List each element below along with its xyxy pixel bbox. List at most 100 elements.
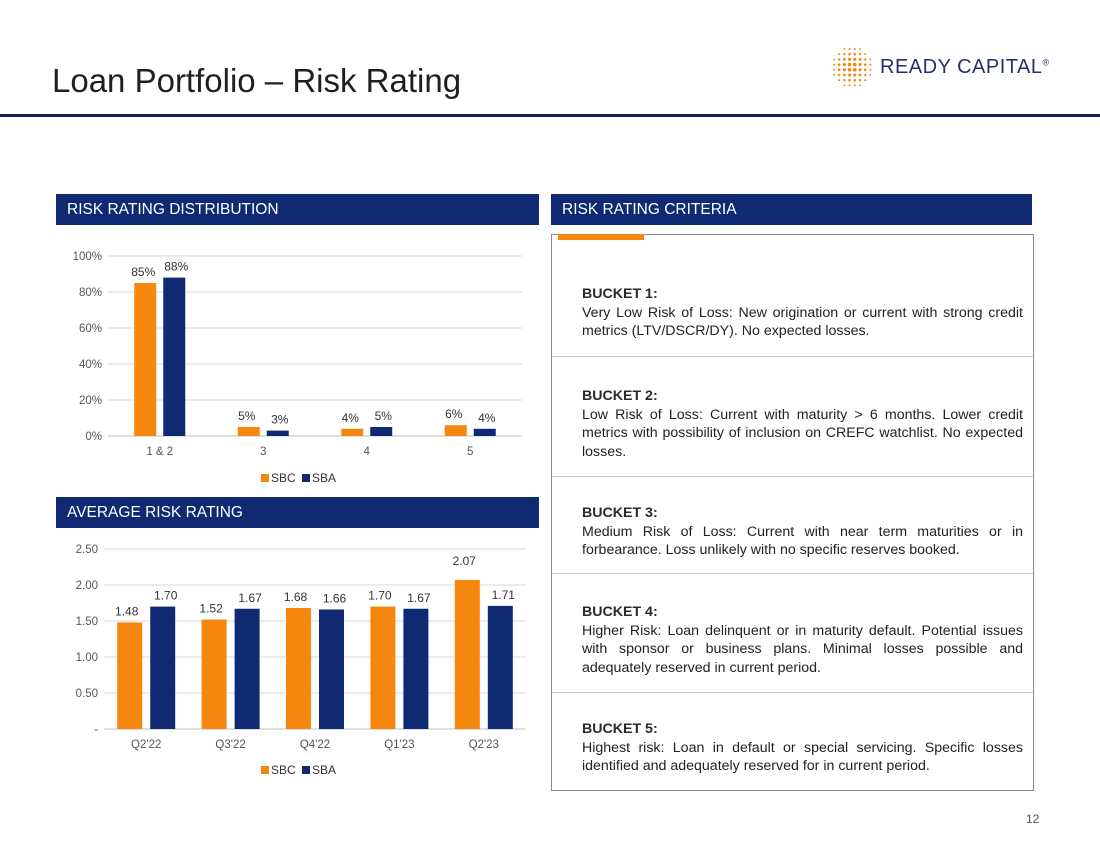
- logo-dot: [848, 47, 851, 51]
- bar-sba: [403, 608, 429, 729]
- data-label: 5%: [238, 409, 256, 423]
- bucket-4: BUCKET 4: Higher Risk: Loan delinquent o…: [582, 603, 1023, 677]
- bucket-3-text: Medium Risk of Loss: Current with near t…: [582, 523, 1023, 559]
- legend-label-sbc: SBC: [271, 763, 296, 777]
- logo-dot: [859, 84, 861, 87]
- legend-swatch-sba: [302, 474, 310, 482]
- logo-dot: [864, 73, 867, 77]
- logo-dot: [858, 79, 862, 82]
- bar-sbc: [134, 283, 157, 436]
- data-label: 4%: [342, 411, 360, 425]
- bucket-divider: [552, 476, 1033, 477]
- logo-dot: [853, 78, 857, 82]
- y-tick-label: 2.50: [76, 544, 98, 556]
- logo-dot: [842, 57, 846, 61]
- average-risk-chart: - 0.50 1.00 1.50 2.00 2.50 1.48 1.70 Q2'22 1.52 1.…: [76, 544, 526, 777]
- logo-dot: [863, 68, 867, 72]
- logo-dot: [858, 57, 862, 61]
- data-label: 1.52: [199, 602, 223, 616]
- logo-dot: [847, 62, 852, 67]
- x-tick-label: 1 & 2: [146, 446, 173, 458]
- data-label: 3%: [271, 413, 289, 427]
- y-tick-label: 0%: [85, 431, 102, 443]
- bar-sbc: [454, 579, 480, 729]
- data-label: 1.68: [284, 590, 308, 604]
- page-number: 12: [1026, 812, 1040, 826]
- logo-dot: [848, 57, 852, 61]
- logo-dot: [847, 67, 852, 72]
- logo-dot: [843, 53, 846, 56]
- y-tick-label: 0.50: [76, 688, 98, 700]
- bucket-5-title: BUCKET 5:: [582, 721, 658, 737]
- data-label: 1.48: [115, 604, 139, 618]
- data-label: 2.07: [453, 554, 477, 568]
- x-tick-label: Q2'22: [131, 739, 161, 751]
- y-tick-label: 60%: [79, 323, 102, 335]
- x-tick-label: 5: [467, 446, 473, 458]
- logo-dot: [864, 53, 867, 56]
- data-label: 6%: [445, 407, 463, 421]
- logo-dot: [833, 74, 835, 76]
- legend-swatch-sba: [302, 766, 310, 774]
- logo-dot: [838, 53, 841, 56]
- y-tick-label: 2.00: [76, 580, 98, 592]
- bar-sbc: [117, 622, 143, 729]
- y-tick-label: 100%: [73, 251, 102, 263]
- logo-dot: [843, 79, 846, 82]
- y-tick-label: 1.00: [76, 652, 98, 664]
- logo-dot: [848, 84, 851, 87]
- logo-dot: [832, 68, 836, 71]
- logo-dot: [842, 68, 846, 72]
- y-tick-label: 20%: [79, 395, 102, 407]
- y-tick-label: 40%: [79, 359, 102, 371]
- bar-sba: [487, 605, 513, 729]
- legend-swatch-sbc: [261, 474, 269, 482]
- bar-sbc: [370, 606, 396, 729]
- data-label: 1.67: [407, 591, 431, 605]
- logo-dot: [864, 79, 867, 82]
- brand-name: READY CAPITAL®: [880, 56, 1050, 78]
- bar-sba: [150, 606, 176, 729]
- y-tick-label: 80%: [79, 287, 102, 299]
- title-divider: [0, 114, 1100, 117]
- logo-dot: [842, 63, 846, 67]
- bucket-1-text: Very Low Risk of Loss: New origination o…: [582, 304, 1023, 340]
- criteria-panel: BUCKET 1: Very Low Risk of Loss: New ori…: [551, 234, 1034, 791]
- logo-dot: [869, 68, 872, 71]
- bucket-1: BUCKET 1: Very Low Risk of Loss: New ori…: [582, 285, 1023, 341]
- bar-sbc: [341, 428, 364, 436]
- logo-dot: [848, 52, 851, 56]
- logo-dot: [853, 73, 857, 77]
- logo-dot: [858, 53, 862, 56]
- logo-dot: [858, 63, 862, 67]
- bucket-5: BUCKET 5: Highest risk: Loan in default …: [582, 720, 1023, 776]
- criteria-accent-bar: [558, 234, 644, 240]
- bucket-2-text: Low Risk of Loss: Current with maturity …: [582, 406, 1023, 460]
- legend-swatch-sbc: [261, 766, 269, 774]
- average-header: AVERAGE RISK RATING: [56, 497, 539, 528]
- bucket-2: BUCKET 2: Low Risk of Loss: Current with…: [582, 387, 1023, 461]
- bucket-3: BUCKET 3: Medium Risk of Loss: Current w…: [582, 504, 1023, 560]
- logo-dot: [853, 52, 857, 56]
- logo-dot: [833, 58, 835, 61]
- y-tick-label: -: [94, 724, 98, 736]
- x-tick-label: 4: [364, 446, 371, 458]
- x-tick-label: Q3'22: [215, 739, 245, 751]
- logo-dot: [838, 58, 841, 61]
- bucket-divider: [552, 573, 1033, 574]
- bucket-4-text: Higher Risk: Loan delinquent or in matur…: [582, 622, 1023, 676]
- distribution-header: RISK RATING DISTRIBUTION: [56, 194, 539, 225]
- logo-dot: [864, 58, 867, 61]
- logo-dot: [858, 73, 862, 77]
- data-label: 4%: [478, 411, 496, 425]
- bar-sbc: [237, 427, 260, 436]
- logo-dot: [842, 73, 846, 77]
- logo-dot: [869, 63, 872, 66]
- logo-dot: [869, 58, 872, 61]
- logo-dot: [853, 57, 857, 61]
- logo-dot: [859, 48, 861, 50]
- registered-mark: ®: [1042, 57, 1050, 68]
- x-tick-label: 3: [260, 446, 266, 458]
- data-label: 1.67: [238, 591, 262, 605]
- logo-dot: [869, 74, 872, 76]
